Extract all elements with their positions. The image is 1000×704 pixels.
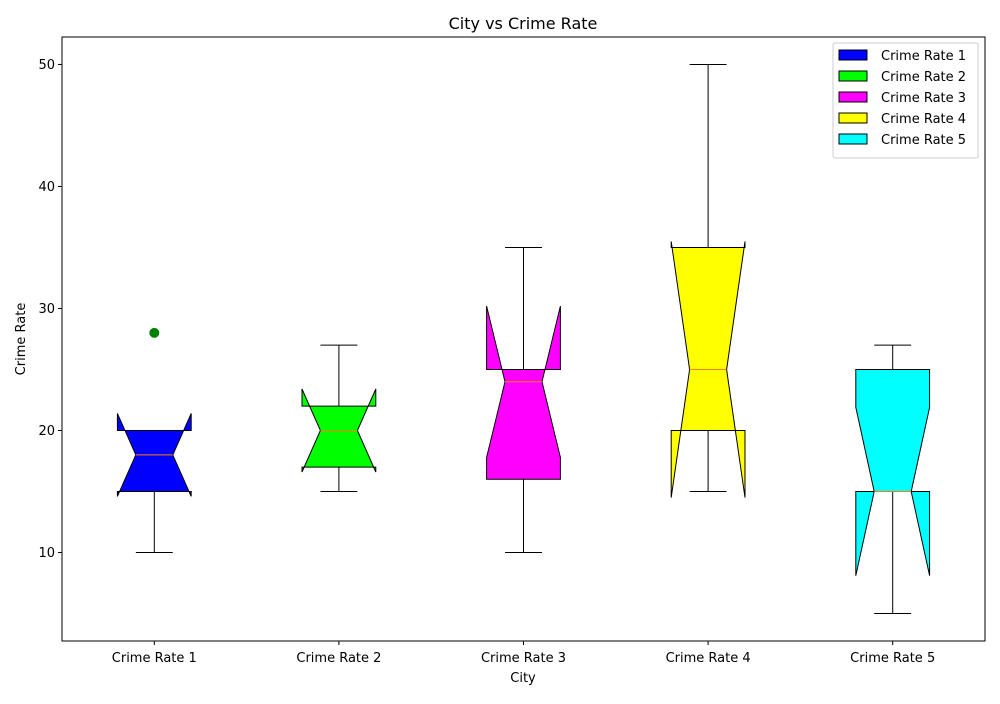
box-3 xyxy=(486,305,561,480)
x-tick-label: Crime Rate 3 xyxy=(481,651,566,666)
y-tick-label: 10 xyxy=(38,546,55,561)
x-axis-label: City xyxy=(510,671,536,686)
y-tick-label: 50 xyxy=(38,58,55,73)
legend: Crime Rate 1 Crime Rate 2 Crime Rate 3 Crim… xyxy=(832,42,979,159)
legend-label: Crime Rate 4 xyxy=(881,112,966,127)
legend-label: Crime Rate 3 xyxy=(881,91,966,106)
legend-label: Crime Rate 5 xyxy=(881,133,966,148)
legend-label: Crime Rate 1 xyxy=(881,49,966,64)
x-tick-label: Crime Rate 5 xyxy=(850,651,935,666)
x-tick-label: Crime Rate 4 xyxy=(666,651,751,666)
legend-swatch xyxy=(838,133,868,145)
x-tick-label: Crime Rate 1 xyxy=(112,651,197,666)
y-tick-label: 30 xyxy=(38,302,55,317)
y-axis-label: Crime Rate xyxy=(14,303,29,376)
legend-swatch xyxy=(838,91,868,103)
legend-frame xyxy=(832,42,979,159)
y-tick-label: 40 xyxy=(38,180,55,195)
chart-title: City vs Crime Rate xyxy=(449,14,598,33)
legend-label: Crime Rate 2 xyxy=(881,70,966,85)
legend-swatch xyxy=(838,70,868,82)
x-tick-label: Crime Rate 2 xyxy=(296,651,381,666)
box-5 xyxy=(855,369,931,576)
y-tick-label: 20 xyxy=(38,424,55,439)
legend-swatch xyxy=(838,49,868,61)
legend-swatch xyxy=(838,112,868,124)
outlier-point xyxy=(149,327,160,338)
